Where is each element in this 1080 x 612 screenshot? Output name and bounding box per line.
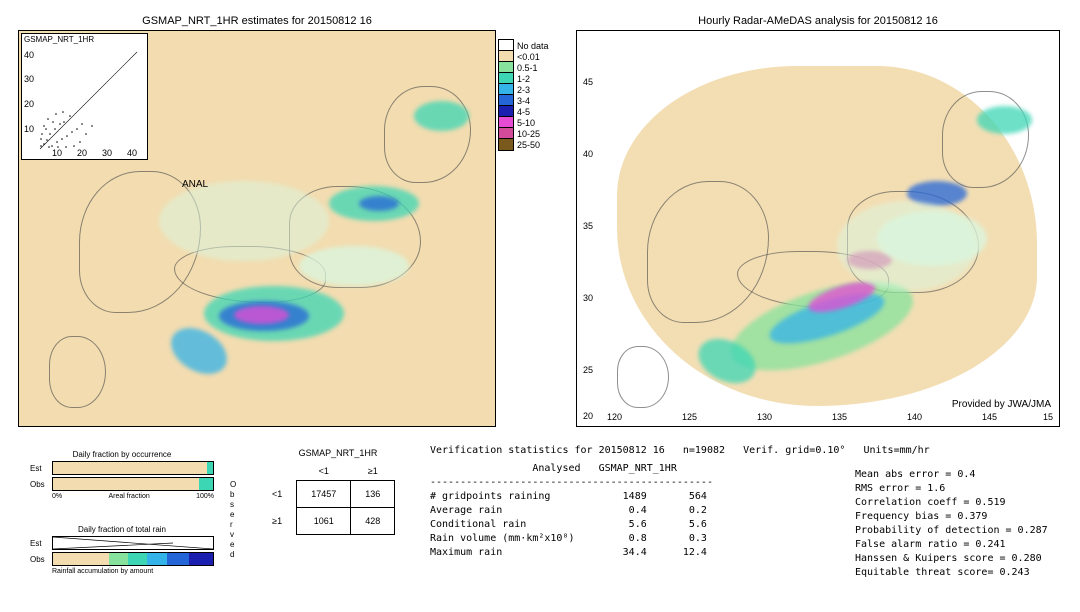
total-rain-bars: Daily fraction of total rain Est Obs Rai… [30,525,214,575]
right-map: Hourly Radar-AMeDAS analysis for 2015081… [576,30,1060,427]
stats-right: Mean abs error = 0.4 RMS error = 1.6 Cor… [855,468,1048,580]
rain-accum-bar [52,552,214,566]
occurrence-bars: Daily fraction by occurrence Est Obs 0% … [30,450,214,500]
ct-d: 428 [351,508,395,535]
occurrence-title: Daily fraction by occurrence [30,450,214,459]
color-legend: No data<0.010.5-11-22-33-44-55-1010-2525… [498,40,549,150]
total-rain-title: Daily fraction of total rain [30,525,214,534]
left-map: GSMAP_NRT_1HR estimates for 20150812 16 … [18,30,496,427]
ct-b: 136 [351,481,395,508]
right-map-title: Hourly Radar-AMeDAS analysis for 2015081… [577,15,1059,27]
stats-header: Verification statistics for 20150812 16 … [430,444,930,458]
provided-label: Provided by JWA/JMA [952,399,1051,410]
stats-table: Analysed GSMAP_NRT_1HR -----------------… [430,462,713,560]
ct-a: 17457 [297,481,351,508]
contingency-table: <1 ≥1 <1 17457 136 ≥1 1061 428 [258,462,395,535]
inset-scatter: GSMAP_NRT_1HR 40 30 20 10 10 20 30 40 [21,33,148,160]
rain-accum-footer: Rainfall accumulation by amount [52,568,214,575]
ct-title: GSMAP_NRT_1HR [258,448,418,458]
observed-label: Observed [230,480,240,560]
ct-c: 1061 [297,508,351,535]
left-map-title: GSMAP_NRT_1HR estimates for 20150812 16 [19,15,495,27]
anal-label: ANAL [182,179,208,190]
legend-item: 25-50 [498,139,549,150]
